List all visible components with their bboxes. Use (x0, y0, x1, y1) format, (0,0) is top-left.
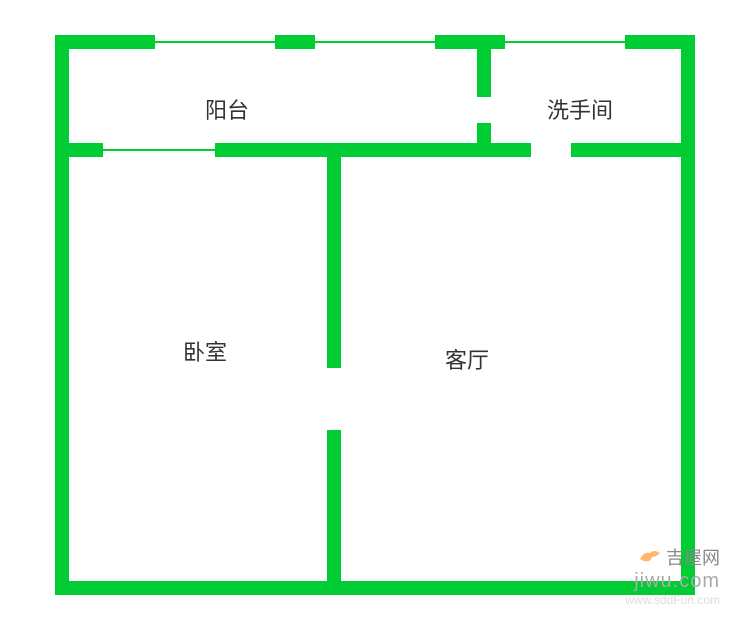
wall-right (681, 35, 695, 595)
window-bedroom-line (103, 149, 215, 151)
wall-left (55, 35, 69, 595)
watermark: 吉屋网 jiwu.com www.sddFun.com (625, 544, 720, 607)
window-top-2-line (315, 41, 435, 43)
wall-bathroom-left-lower (477, 123, 491, 157)
watermark-url: jiwu.com (625, 570, 720, 593)
wall-center-bottom (327, 430, 341, 595)
window-top-3-line (505, 41, 625, 43)
wall-bottom (55, 581, 695, 595)
watermark-logo: 吉屋网 (625, 544, 720, 570)
window-top-1-line (155, 41, 275, 43)
label-living: 客厅 (445, 343, 489, 375)
watermark-brand: 吉屋网 (666, 544, 720, 570)
wall-bathroom-left-upper (477, 35, 491, 97)
wall-bathroom-bottom (571, 143, 695, 157)
label-balcony: 阳台 (205, 93, 249, 125)
watermark-sub: www.sddFun.com (625, 593, 720, 607)
bird-icon (638, 547, 662, 567)
label-bedroom: 卧室 (183, 335, 227, 367)
floor-plan-container: 阳台 洗手间 卧室 客厅 (55, 35, 695, 595)
label-bathroom: 洗手间 (547, 93, 613, 125)
wall-center-top (327, 143, 341, 368)
